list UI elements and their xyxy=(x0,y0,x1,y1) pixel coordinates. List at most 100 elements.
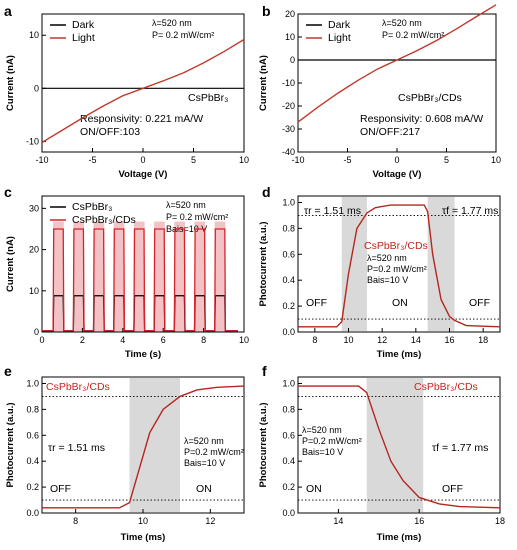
annotation: P=0.2 mW/cm² xyxy=(184,447,244,457)
x-tick-label: 10 xyxy=(239,155,249,165)
y-axis-label: Current (nA) xyxy=(5,236,16,292)
x-tick-label: 10 xyxy=(138,516,148,526)
annotation: P= 0.2 mW/cm² xyxy=(152,30,214,40)
panel-label-b: b xyxy=(262,3,271,19)
annotation: OFF xyxy=(469,297,490,309)
y-axis-label: Current (nA) xyxy=(258,55,269,111)
on-state-region xyxy=(113,221,125,332)
annotation: Responsivity: 0.608 mA/W xyxy=(360,113,483,125)
y-axis-label: Current (nA) xyxy=(5,55,16,111)
annotation: Bais=10 V xyxy=(184,458,225,468)
on-state-region xyxy=(53,221,64,332)
x-axis-label: Time (ms) xyxy=(377,532,422,543)
panel-label-d: d xyxy=(262,184,271,200)
series-line xyxy=(41,38,245,144)
shaded-region xyxy=(341,197,368,331)
series-line xyxy=(297,4,497,123)
on-state-region xyxy=(194,221,206,332)
legend-label: Light xyxy=(72,32,95,44)
x-tick-label: 0 xyxy=(394,155,399,165)
chart-panel-b: λ=520 nm P= 0.2 mW/cm² CsPbBr₃/CDs Respo… xyxy=(258,4,501,180)
y-tick-label: 1.0 xyxy=(282,378,295,388)
y-tick-label: 1.0 xyxy=(282,197,295,207)
annotation: P=0.2 mW/cm² xyxy=(367,264,427,274)
annotation: OFF xyxy=(50,483,71,495)
x-tick-label: 8 xyxy=(312,335,317,345)
chart-panel-c: λ=520 nm P= 0.2 mW/cm² Bais=10 V Time (s… xyxy=(5,195,249,360)
annotation: λ=520 nm xyxy=(152,18,192,28)
annotation: ON xyxy=(392,297,408,309)
annotation: OFF xyxy=(442,483,463,495)
annotation: τr = 1.51 ms xyxy=(304,205,361,217)
on-state-region xyxy=(93,221,105,332)
x-tick-label: 0 xyxy=(39,335,44,345)
panel-label-e: e xyxy=(4,363,12,379)
annotation: CsPbBr₃ xyxy=(188,92,228,104)
y-tick-label: 0.4 xyxy=(282,275,295,285)
y-tick-label: 0.2 xyxy=(282,482,295,492)
chart-panel-a: λ=520 nm P= 0.2 mW/cm² CsPbBr₃ Responsiv… xyxy=(5,13,249,180)
x-tick-label: 12 xyxy=(377,335,387,345)
x-tick-label: 8 xyxy=(201,335,206,345)
annotation: P= 0.2 mW/cm² xyxy=(166,212,228,222)
x-tick-label: -10 xyxy=(291,155,304,165)
y-tick-label: 0 xyxy=(34,327,39,337)
y-tick-label: 0.6 xyxy=(282,249,295,259)
chart-panel-f: CsPbBr₃/CDs τf = 1.77 ms λ=520 nm P=0.2 … xyxy=(258,376,505,543)
annotation: P=0.2 mW/cm² xyxy=(302,436,362,446)
on-state-region xyxy=(214,221,226,332)
legend-label: CsPbBr₃/CDs xyxy=(72,214,136,226)
x-tick-label: 14 xyxy=(411,335,421,345)
annotation: CsPbBr₃/CDs xyxy=(398,92,462,104)
x-tick-label: 5 xyxy=(444,155,449,165)
x-tick-label: 16 xyxy=(444,335,454,345)
annotation: λ=520 nm xyxy=(302,425,342,435)
x-tick-label: 14 xyxy=(333,516,343,526)
x-tick-label: 6 xyxy=(161,335,166,345)
annotation: τr = 1.51 ms xyxy=(48,442,105,454)
chart-panel-e: CsPbBr₃/CDs τr = 1.51 ms λ=520 nm P=0.2 … xyxy=(5,376,245,543)
y-axis-label: Photocurrent (a.u.) xyxy=(258,403,269,488)
x-tick-label: -10 xyxy=(35,155,48,165)
x-axis-label: Voltage (V) xyxy=(119,169,168,180)
y-tick-label: 0 xyxy=(290,55,295,65)
y-tick-label: 0.8 xyxy=(282,223,295,233)
x-tick-label: -5 xyxy=(88,155,96,165)
annotation: ON xyxy=(196,483,212,495)
y-tick-label: 0.0 xyxy=(282,508,295,518)
y-tick-label: 0.4 xyxy=(282,456,295,466)
x-tick-label: 8 xyxy=(73,516,78,526)
series-line xyxy=(298,385,501,509)
y-tick-label: 0.0 xyxy=(26,508,39,518)
x-axis-label: Time (ms) xyxy=(121,532,166,543)
y-tick-label: 0 xyxy=(34,83,39,93)
panel-label-c: c xyxy=(4,184,12,200)
panel-label-a: a xyxy=(4,3,12,19)
legend-label: Dark xyxy=(328,19,351,31)
series-line xyxy=(298,204,501,328)
y-axis-label: Photocurrent (a.u.) xyxy=(258,222,269,307)
annotation: Bais=10 V xyxy=(302,447,343,457)
y-tick-label: 10 xyxy=(29,286,39,296)
y-tick-label: -40 xyxy=(282,147,295,157)
annotation: τf = 1.77 ms xyxy=(442,205,498,217)
panel-label-f: f xyxy=(262,363,267,379)
shaded-region xyxy=(427,197,455,331)
annotation: P= 0.2 mW/cm² xyxy=(382,30,444,40)
y-tick-label: 0.6 xyxy=(26,430,39,440)
y-tick-label: -30 xyxy=(282,124,295,134)
x-tick-label: 12 xyxy=(205,516,215,526)
annotation: Responsivity: 0.221 mA/W xyxy=(80,113,203,125)
x-tick-label: 18 xyxy=(495,516,505,526)
on-state-region xyxy=(133,221,145,332)
series-line xyxy=(42,295,238,332)
annotation: OFF xyxy=(306,297,327,309)
annotation: τf = 1.77 ms xyxy=(432,442,488,454)
y-tick-label: -10 xyxy=(26,136,39,146)
x-axis-label: Time (s) xyxy=(125,349,161,360)
annotation: λ=520 nm xyxy=(184,436,224,446)
y-axis-label: Photocurrent (a.u.) xyxy=(5,403,16,488)
y-tick-label: 0.2 xyxy=(26,482,39,492)
series-line xyxy=(42,385,245,509)
